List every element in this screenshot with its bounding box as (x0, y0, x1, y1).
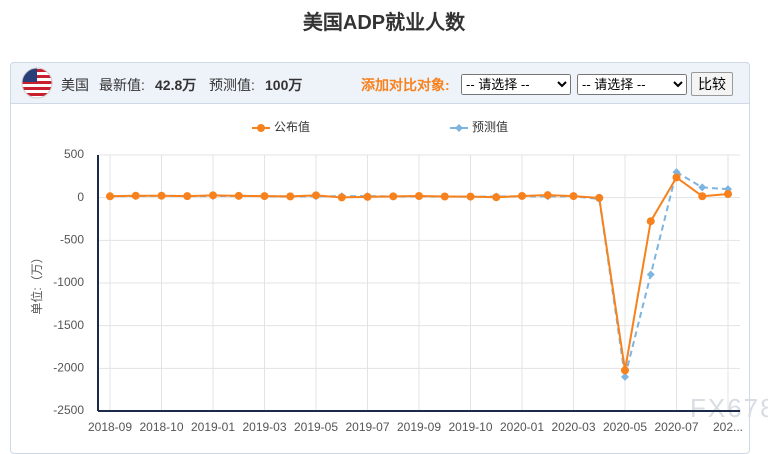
compare-select[interactable]: -- 请选择 -- (461, 74, 571, 95)
country: 美国 (61, 77, 89, 93)
latest-value: 42.8万 (155, 77, 197, 93)
flag (21, 67, 53, 99)
compare-button[interactable]: 比较 (691, 72, 733, 96)
page-title: 美国ADP就业人数 (302, 12, 466, 34)
forecast-value: 100万 (265, 77, 303, 93)
chart-panel (10, 62, 750, 454)
page: 美国ADP就业人数 美国 最新值: 42.8万 预测值: 100万 添加对比对象… (10, 12, 768, 454)
compare-select[interactable]: -- 请选择 -- (577, 74, 687, 95)
toolbar: 美国 最新值: 42.8万 预测值: 100万 添加对比对象: -- 请选择 -… (10, 62, 750, 104)
compare-label: 添加对比对象: (361, 77, 450, 93)
latest-label: 最新值: (99, 77, 145, 93)
forecast-label: 预测值: (209, 77, 255, 93)
